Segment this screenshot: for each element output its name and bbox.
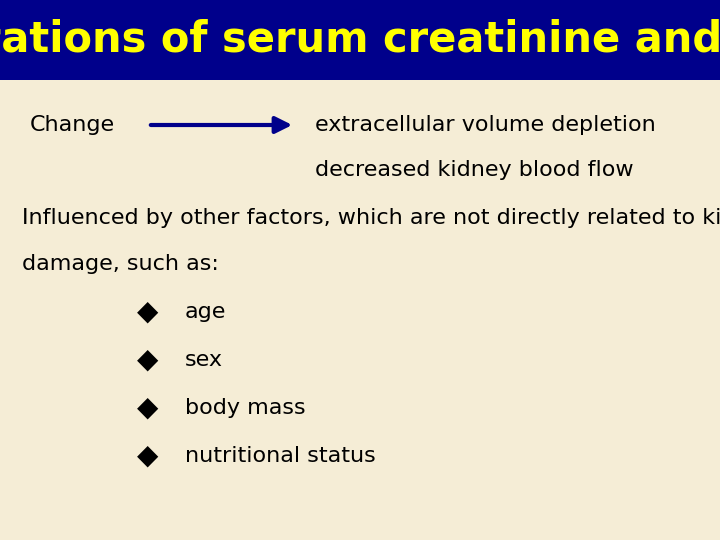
- Bar: [0, 0, 720, 80]
- Text: nutritional status: nutritional status: [185, 446, 376, 466]
- Text: Change: Change: [30, 115, 115, 135]
- Text: ◆: ◆: [138, 298, 158, 326]
- Text: ◆: ◆: [138, 442, 158, 470]
- Text: ◆: ◆: [138, 394, 158, 422]
- Text: ◆: ◆: [138, 346, 158, 374]
- Text: extracellular volume depletion: extracellular volume depletion: [315, 115, 656, 135]
- Text: damage, such as:: damage, such as:: [22, 254, 219, 274]
- Text: Influenced by other factors, which are not directly related to kidney: Influenced by other factors, which are n…: [22, 208, 720, 228]
- Text: body mass: body mass: [185, 398, 305, 418]
- Text: decreased kidney blood flow: decreased kidney blood flow: [315, 160, 634, 180]
- Text: sex: sex: [185, 350, 223, 370]
- Text: age: age: [185, 302, 226, 322]
- Text: Limitations of serum creatinine and BUN: Limitations of serum creatinine and BUN: [0, 19, 720, 61]
